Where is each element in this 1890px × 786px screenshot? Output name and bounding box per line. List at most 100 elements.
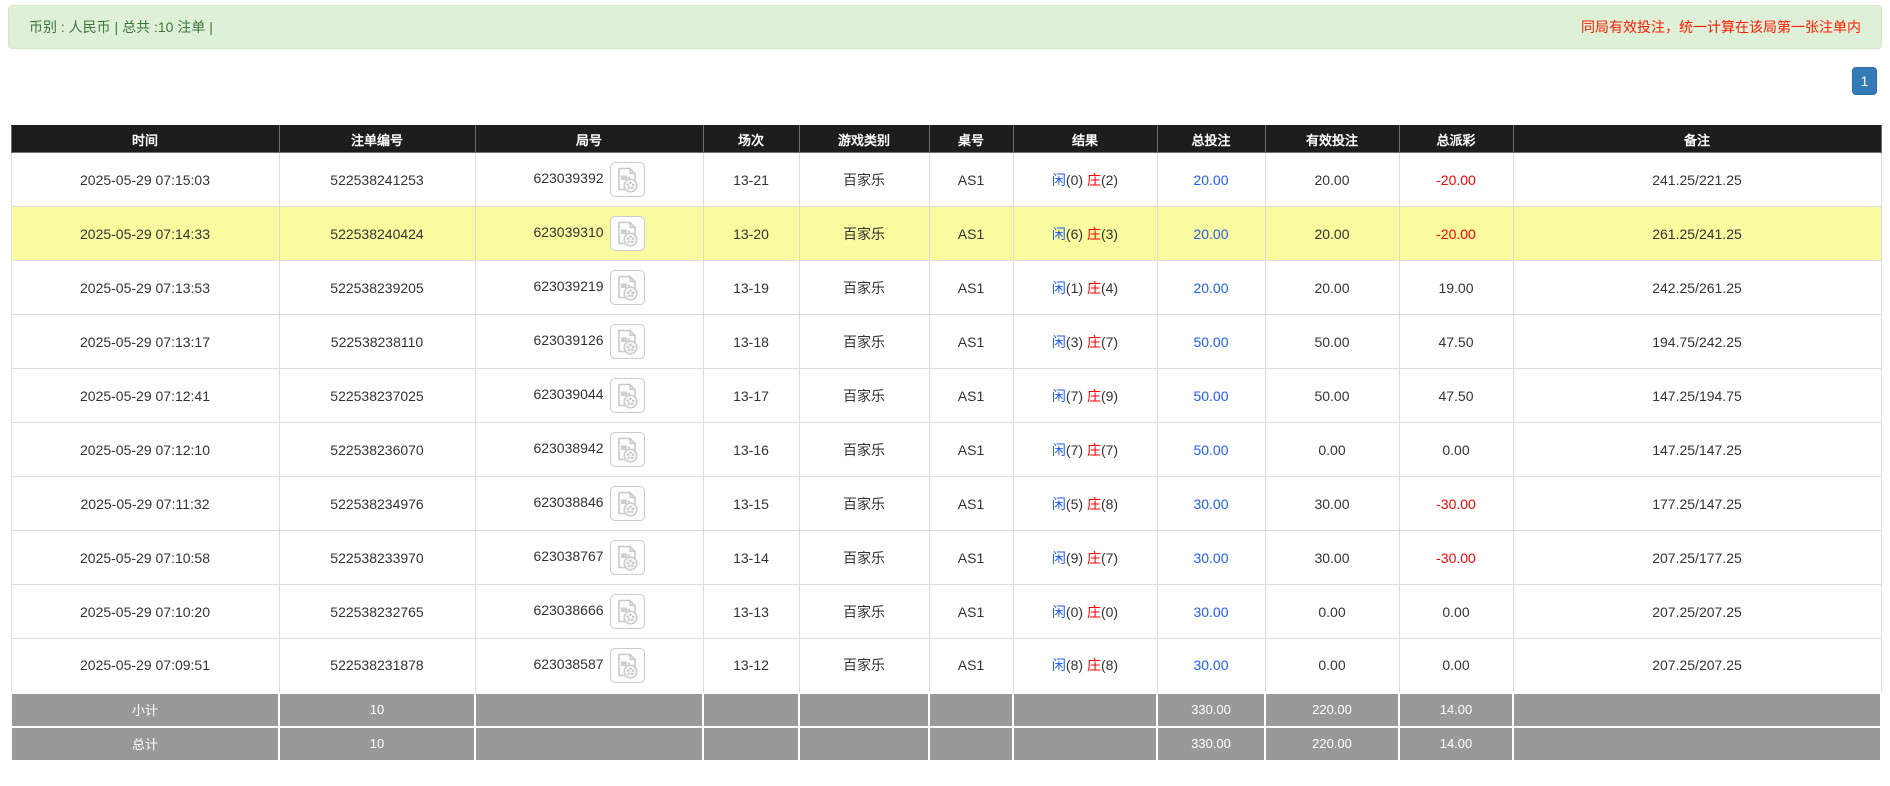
cell-remark: 207.25/177.25 — [1512, 530, 1882, 585]
cell-valid-bet: 20.00 — [1264, 152, 1400, 207]
camera-icon — [620, 553, 627, 558]
col-header-table-no: 桌号 — [928, 125, 1014, 153]
cell-result: 闲(0) 庄(2) — [1012, 152, 1158, 207]
total-bet-link[interactable]: 20.00 — [1193, 279, 1229, 296]
subtotal-row: 小计 10 330.00 220.00 14.00 — [10, 691, 1882, 728]
total-bet-link[interactable]: 50.00 — [1193, 333, 1229, 350]
round-id-text: 623039219 — [533, 278, 604, 295]
grand-total-valid-bet: 220.00 — [1264, 725, 1400, 762]
film-reel-icon — [623, 664, 638, 679]
camera-icon — [620, 661, 627, 666]
player-score: (6) — [1065, 225, 1084, 242]
subtotal-count: 10 — [278, 691, 476, 728]
cell-bet-id: 522538231878 — [278, 638, 476, 693]
cell-game-type: 百家乐 — [798, 314, 930, 369]
video-replay-button[interactable] — [609, 270, 645, 305]
cell-payout: -20.00 — [1398, 206, 1514, 261]
cell-total-bet: 30.00 — [1156, 584, 1266, 639]
page-button-1[interactable]: 1 — [1852, 67, 1877, 95]
player-label: 闲 — [1051, 333, 1066, 350]
cell-bet-id: 522538234976 — [278, 476, 476, 531]
camera-icon — [620, 283, 627, 288]
round-id-text: 623038846 — [533, 494, 604, 511]
player-label: 闲 — [1051, 549, 1066, 566]
player-score: (0) — [1065, 171, 1084, 188]
total-bet-link[interactable]: 50.00 — [1193, 387, 1229, 404]
video-replay-button[interactable] — [609, 486, 645, 521]
cell-session: 13-20 — [702, 206, 800, 261]
total-bet-link[interactable]: 50.00 — [1193, 441, 1229, 458]
total-bet-link[interactable]: 30.00 — [1193, 657, 1229, 674]
player-label: 闲 — [1051, 387, 1066, 404]
banker-label: 庄 — [1086, 441, 1101, 458]
cell-payout: -30.00 — [1398, 530, 1514, 585]
banker-label: 庄 — [1086, 333, 1101, 350]
video-replay-button[interactable] — [609, 432, 645, 467]
total-bet-link[interactable]: 20.00 — [1193, 225, 1229, 242]
col-header-result: 结果 — [1012, 125, 1158, 153]
banker-score: (8) — [1100, 495, 1119, 512]
player-score: (5) — [1065, 495, 1084, 512]
cell-session: 13-14 — [702, 530, 800, 585]
subtotal-total-bet: 330.00 — [1156, 691, 1266, 728]
round-id-text: 623038942 — [533, 440, 604, 457]
banker-score: (7) — [1100, 333, 1119, 350]
subtotal-payout: 14.00 — [1398, 691, 1514, 728]
col-header-total-bet: 总投注 — [1156, 125, 1266, 153]
cell-total-bet: 50.00 — [1156, 314, 1266, 369]
grand-total-total-bet: 330.00 — [1156, 725, 1266, 762]
subtotal-label: 小计 — [10, 691, 280, 728]
cell-valid-bet: 20.00 — [1264, 260, 1400, 315]
col-header-session: 场次 — [702, 125, 800, 153]
cell-session: 13-18 — [702, 314, 800, 369]
cell-time: 2025-05-29 07:10:20 — [10, 584, 280, 639]
video-replay-button[interactable] — [609, 540, 645, 575]
banker-score: (8) — [1100, 657, 1119, 674]
cell-total-bet: 30.00 — [1156, 638, 1266, 693]
cell-game-type: 百家乐 — [798, 368, 930, 423]
player-label: 闲 — [1051, 657, 1066, 674]
round-id-text: 623039310 — [533, 224, 604, 241]
cell-payout: -20.00 — [1398, 152, 1514, 207]
cell-time: 2025-05-29 07:12:10 — [10, 422, 280, 477]
col-header-valid-bet: 有效投注 — [1264, 125, 1400, 153]
video-replay-button[interactable] — [609, 647, 645, 683]
cell-total-bet: 20.00 — [1156, 152, 1266, 207]
player-score: (0) — [1065, 603, 1084, 620]
cell-game-type: 百家乐 — [798, 530, 930, 585]
bet-records-table: 时间 注单编号 局号 场次 游戏类别 桌号 结果 总投注 有效投注 总派彩 备注… — [10, 125, 1882, 762]
grand-total-count: 10 — [278, 725, 476, 762]
total-bet-link[interactable]: 30.00 — [1193, 495, 1229, 512]
video-replay-button[interactable] — [609, 594, 645, 629]
film-reel-icon — [623, 556, 638, 571]
video-replay-button[interactable] — [609, 324, 645, 359]
video-replay-button[interactable] — [609, 162, 645, 197]
film-reel-icon — [623, 340, 638, 355]
bet-record-row: 2025-05-29 07:10:20 522538232765 6230386… — [10, 584, 1882, 639]
round-id-text: 623038587 — [533, 655, 604, 672]
cell-payout: -30.00 — [1398, 476, 1514, 531]
banker-score: (9) — [1100, 387, 1119, 404]
banker-score: (7) — [1100, 441, 1119, 458]
cell-time: 2025-05-29 07:11:32 — [10, 476, 280, 531]
total-bet-link[interactable]: 30.00 — [1193, 603, 1229, 620]
cell-result: 闲(9) 庄(7) — [1012, 530, 1158, 585]
camera-icon — [620, 607, 627, 612]
cell-round-id: 623039044 — [474, 368, 704, 423]
cell-table-no: AS1 — [928, 584, 1014, 639]
col-header-payout: 总派彩 — [1398, 125, 1514, 153]
total-bet-link[interactable]: 20.00 — [1193, 171, 1229, 188]
col-header-remark: 备注 — [1512, 125, 1882, 153]
cell-game-type: 百家乐 — [798, 152, 930, 207]
cell-payout: 0.00 — [1398, 638, 1514, 693]
bet-record-row: 2025-05-29 07:14:33 522538240424 6230393… — [10, 206, 1882, 261]
film-reel-icon — [623, 178, 638, 193]
cell-session: 13-12 — [702, 638, 800, 693]
cell-remark: 147.25/194.75 — [1512, 368, 1882, 423]
video-replay-button[interactable] — [609, 378, 645, 413]
pagination: 1 — [0, 67, 1877, 95]
total-bet-link[interactable]: 30.00 — [1193, 549, 1229, 566]
cell-round-id: 623038587 — [474, 638, 704, 693]
video-replay-button[interactable] — [609, 216, 645, 251]
cell-remark: 242.25/261.25 — [1512, 260, 1882, 315]
